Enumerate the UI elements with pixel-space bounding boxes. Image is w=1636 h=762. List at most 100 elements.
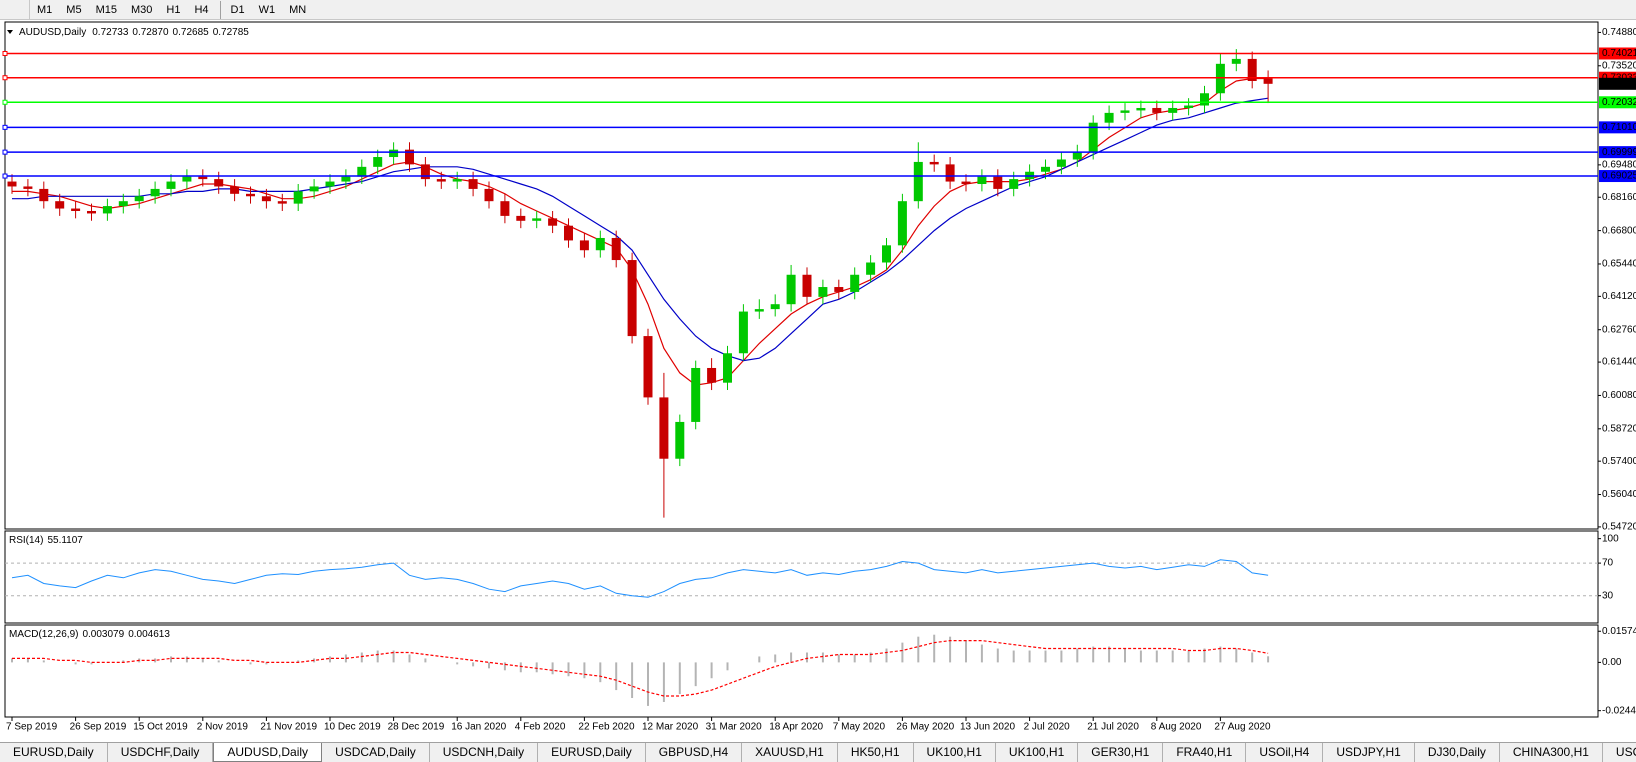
level-label-box <box>1599 47 1636 60</box>
chart-tab[interactable]: USOil,H1 <box>1603 743 1636 762</box>
chart-tab[interactable]: USDCNH,Daily <box>430 743 539 762</box>
x-tick-label: 26 Sep 2019 <box>70 722 127 733</box>
candle-body <box>325 181 335 187</box>
y-tick-label: 70 <box>1602 558 1614 569</box>
rsi-value: 55.1107 <box>47 535 83 546</box>
level-handle <box>2 75 8 81</box>
candle-body <box>643 336 653 398</box>
level-label: 0.71010 <box>1602 122 1636 133</box>
y-tick-label: 0.69480 <box>1602 160 1636 171</box>
candle-body <box>71 208 81 211</box>
candle-body <box>834 287 844 292</box>
candle-body <box>1088 122 1098 153</box>
cursor-tool[interactable] <box>0 0 30 20</box>
timeframe-button[interactable]: D1 <box>219 0 252 19</box>
chart-tab[interactable]: GBPUSD,H4 <box>646 743 743 762</box>
candle-body <box>564 225 573 241</box>
chart-tab[interactable]: XAUUSD,H1 <box>742 743 838 762</box>
y-tick-label: 0.61440 <box>1602 357 1636 368</box>
y-tick-label: 0.65440 <box>1602 259 1636 270</box>
timeframe-button[interactable]: M5 <box>66 3 82 16</box>
x-tick-label: 28 Dec 2019 <box>388 722 445 733</box>
candle-body <box>309 186 319 192</box>
x-tick-label: 4 Feb 2020 <box>515 722 566 733</box>
candle-body <box>293 191 303 204</box>
chart-tab[interactable]: DJ30,Daily <box>1415 743 1500 762</box>
candle-body <box>39 188 49 202</box>
chart-tab[interactable]: AUDUSD,Daily <box>213 743 323 762</box>
rsi-title: RSI(14) <box>9 535 43 546</box>
symbol: AUDUSD,Daily <box>19 27 86 38</box>
signal-value: 0.004613 <box>128 629 170 640</box>
timeframe-button[interactable]: M15 <box>95 3 117 16</box>
level-label-box <box>1599 121 1636 134</box>
timeframe-button[interactable]: H4 <box>194 3 209 16</box>
chart-tab[interactable]: USDJPY,H1 <box>1323 743 1415 762</box>
candle-body <box>214 179 224 187</box>
candle-body <box>1215 63 1225 94</box>
candle-body <box>102 206 112 214</box>
level-label: 0.69999 <box>1602 147 1636 158</box>
candle-body <box>961 181 971 185</box>
x-tick-label: 8 Aug 2020 <box>1151 722 1202 733</box>
candle-body <box>738 311 748 354</box>
chart-tab[interactable]: USDCAD,Daily <box>322 743 430 762</box>
chart-tab[interactable]: HK50,H1 <box>838 743 914 762</box>
candle-body <box>1072 152 1082 160</box>
chart-tab[interactable]: GER30,H1 <box>1078 743 1164 762</box>
candle-body <box>945 164 955 182</box>
y-tick-label: 0.66800 <box>1602 225 1636 236</box>
x-tick-label: 21 Jul 2020 <box>1087 722 1139 733</box>
candle-body <box>357 166 367 177</box>
candle-body <box>1041 166 1050 172</box>
candle-body <box>675 421 685 459</box>
y-tick-label: 0.58720 <box>1602 423 1636 434</box>
timeframe-button[interactable]: MN <box>289 3 307 16</box>
candle-body <box>579 240 589 251</box>
y-tick-label: 30 <box>1602 590 1614 601</box>
timeframe-button[interactable]: M1 <box>37 3 53 16</box>
timeframe-button[interactable]: H1 <box>166 3 181 16</box>
x-tick-label: 2 Jul 2020 <box>1024 722 1071 733</box>
y-tick-label: 0.68160 <box>1602 192 1636 203</box>
candle-body <box>23 186 33 189</box>
y-tick-label: 0.57400 <box>1602 456 1636 467</box>
close-value: 0.72785 <box>213 27 250 38</box>
macd-title: MACD(12,26,9) <box>9 629 78 640</box>
level-handle <box>2 173 8 179</box>
candle-body <box>1231 58 1241 64</box>
y-tick-label: -0.02441 <box>1602 705 1636 716</box>
chart-tab[interactable]: EURUSD,Daily <box>0 743 108 762</box>
candle-body <box>1247 58 1257 81</box>
candle-body <box>246 193 255 197</box>
timeframe-button[interactable]: W1 <box>258 3 276 16</box>
candle-body <box>277 201 287 204</box>
chart-tab[interactable]: UK100,H1 <box>996 743 1079 762</box>
level-handle <box>2 149 8 155</box>
candle-body <box>468 179 478 189</box>
candle-body <box>1184 105 1194 108</box>
x-tick-label: 7 Sep 2019 <box>6 722 58 733</box>
candle-body <box>532 218 542 221</box>
candle-body <box>500 201 510 216</box>
x-tick-label: 18 Apr 2020 <box>769 722 823 733</box>
chart-tab[interactable]: FRA40,H1 <box>1163 743 1247 762</box>
chart-header: AUDUSD,Daily 0.72733 0.72870 0.72685 0.72785 <box>19 27 249 38</box>
chart-tab[interactable]: USDCHF,Daily <box>108 743 214 762</box>
level-label: 0.69025 <box>1602 171 1636 182</box>
candle-body <box>707 367 717 383</box>
candle-body <box>754 309 764 312</box>
candle-body <box>182 176 192 182</box>
tab-bar: EURUSD,Daily USDCHF,Daily AUDUSD,Daily USDC… <box>0 742 1636 762</box>
candle-body <box>341 176 351 182</box>
y-tick-label: 0.56040 <box>1602 489 1636 500</box>
candle-body <box>261 196 271 202</box>
menu-arrow <box>7 30 13 34</box>
chart-tab[interactable]: UK100,H1 <box>914 743 996 762</box>
chart-tab[interactable]: EURUSD,Daily <box>538 743 646 762</box>
candle-body <box>373 157 383 167</box>
chart-tab[interactable]: CHINA300,H1 <box>1500 743 1603 762</box>
chart-tab[interactable]: USOil,H4 <box>1246 743 1324 762</box>
candle-body <box>595 237 605 251</box>
timeframe-button[interactable]: M30 <box>130 3 153 16</box>
